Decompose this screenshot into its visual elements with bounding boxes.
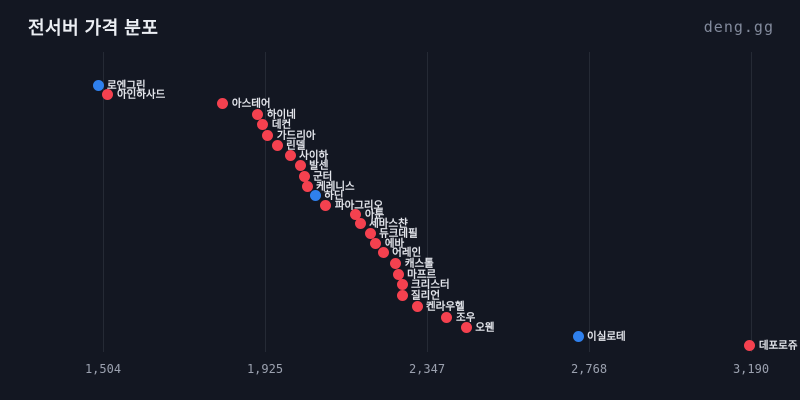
data-point-label: 로엔그린 bbox=[107, 79, 146, 92]
data-point-label: 아인하사드 bbox=[116, 88, 166, 101]
data-point-데포로쥬[interactable] bbox=[744, 339, 756, 351]
data-point-label: 하딘 bbox=[324, 189, 344, 202]
data-point-발센[interactable] bbox=[294, 159, 306, 171]
data-point-아인하사드[interactable] bbox=[102, 88, 114, 100]
data-point-어레인[interactable] bbox=[377, 246, 389, 258]
gridline bbox=[265, 52, 266, 352]
data-point-label: 사이하 bbox=[299, 149, 329, 162]
data-point-크리스터[interactable] bbox=[396, 278, 408, 290]
data-point-label: 듀크데필 bbox=[379, 227, 418, 240]
data-point-label: 조우 bbox=[455, 311, 476, 324]
x-tick-label: 2,768 bbox=[570, 362, 608, 376]
data-point-label: 질리언 bbox=[411, 289, 440, 302]
gridline bbox=[427, 52, 428, 352]
data-point-label: 데포로쥬 bbox=[758, 339, 798, 352]
data-point-하이네[interactable] bbox=[252, 108, 264, 120]
data-point-label: 마프르 bbox=[407, 268, 437, 281]
data-point-로엔그린[interactable] bbox=[92, 79, 104, 91]
data-point-켄라우헬[interactable] bbox=[411, 300, 423, 312]
data-point-조우[interactable] bbox=[441, 311, 453, 323]
x-tick-label: 3,190 bbox=[732, 362, 770, 376]
x-tick-label: 1,504 bbox=[84, 362, 122, 376]
data-point-label: 캐스톨 bbox=[404, 257, 434, 270]
data-point-데컨[interactable] bbox=[257, 118, 269, 130]
data-point-label: 어레인 bbox=[392, 246, 422, 259]
data-point-label: 하이네 bbox=[266, 108, 296, 121]
data-point-질리언[interactable] bbox=[396, 289, 408, 301]
data-point-캐스톨[interactable] bbox=[390, 257, 402, 269]
data-point-오웬[interactable] bbox=[460, 321, 472, 333]
data-point-label: 케레니스 bbox=[316, 180, 355, 193]
data-point-label: 오웬 bbox=[475, 321, 495, 334]
gridline bbox=[103, 52, 104, 352]
data-point-label: 데컨 bbox=[271, 118, 292, 131]
data-point-파아그리오[interactable] bbox=[320, 199, 332, 211]
deng-gg-watermark: deng.gg bbox=[703, 18, 774, 36]
x-tick-label: 2,347 bbox=[408, 362, 446, 376]
data-point-아툰[interactable] bbox=[350, 208, 362, 220]
data-point-label: 이실로테 bbox=[587, 330, 626, 343]
data-point-사이하[interactable] bbox=[284, 149, 296, 161]
data-point-label: 세바스챤 bbox=[369, 217, 408, 230]
data-point-하딘[interactable] bbox=[309, 189, 321, 201]
data-point-에바[interactable] bbox=[370, 237, 382, 249]
data-point-케레니스[interactable] bbox=[301, 180, 313, 192]
data-point-아스테어[interactable] bbox=[217, 97, 229, 109]
data-point-린델[interactable] bbox=[271, 139, 283, 151]
data-point-label: 파아그리오 bbox=[334, 199, 384, 212]
data-point-label: 에바 bbox=[384, 237, 405, 250]
data-point-label: 발센 bbox=[309, 159, 329, 172]
data-point-군터[interactable] bbox=[298, 170, 310, 182]
data-point-마프르[interactable] bbox=[392, 268, 404, 280]
gridline bbox=[589, 52, 590, 352]
data-point-label: 아스테어 bbox=[231, 97, 271, 110]
chart-title: 전서버 가격 분포 bbox=[28, 18, 159, 38]
data-point-label: 아툰 bbox=[364, 208, 385, 221]
data-point-label: 린델 bbox=[286, 139, 306, 152]
data-point-label: 군터 bbox=[313, 170, 333, 183]
data-point-이실로테[interactable] bbox=[572, 330, 584, 342]
data-point-세바스챤[interactable] bbox=[354, 217, 366, 229]
data-point-가드리아[interactable] bbox=[262, 129, 274, 141]
data-point-label: 가드리아 bbox=[276, 129, 316, 142]
gridline bbox=[751, 52, 752, 352]
x-tick-label: 1,925 bbox=[246, 362, 284, 376]
data-point-label: 크리스터 bbox=[411, 278, 450, 291]
data-point-label: 켄라우헬 bbox=[426, 300, 465, 313]
data-point-듀크데필[interactable] bbox=[364, 227, 376, 239]
